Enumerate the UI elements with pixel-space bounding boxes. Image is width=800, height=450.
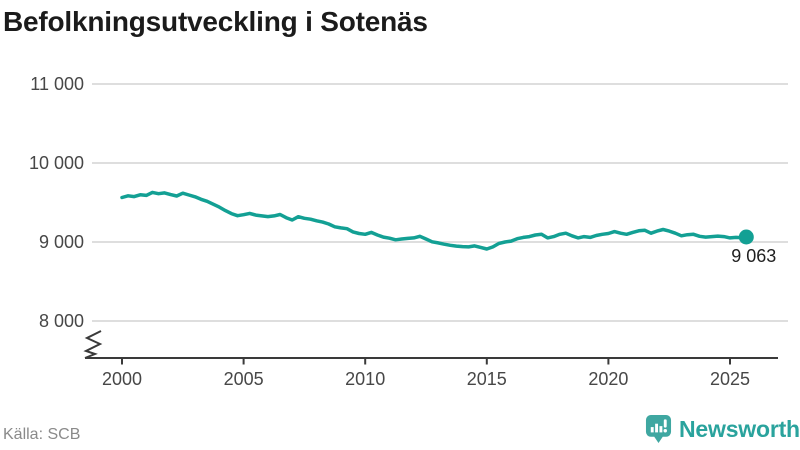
y-axis-label: 8 000: [38, 311, 84, 331]
x-axis-label: 2000: [101, 369, 143, 389]
source-label: Källa: SCB: [3, 426, 81, 443]
x-axis-label: 2010: [345, 369, 386, 389]
x-axis-ticks: [121, 358, 731, 365]
y-axis-break-icon: [83, 330, 103, 359]
page-title: Befolkningsutveckling i Sotenäs: [3, 6, 428, 37]
gridlines: [92, 83, 788, 322]
population-line: [120, 190, 749, 251]
x-axis-label: 2005: [223, 369, 264, 389]
newsworthy-logo-icon: [645, 415, 672, 443]
y-axis-label: 9 000: [38, 232, 84, 252]
newsworthy-logo: Newsworthy: [645, 413, 800, 446]
y-axis-label: 10 000: [28, 153, 84, 173]
last-value-label: 9 063: [731, 246, 777, 267]
x-axis-label: 2025: [709, 369, 751, 389]
x-axis-label: 2020: [588, 369, 629, 389]
newsworthy-logo-text: Newsworthy: [679, 416, 800, 442]
x-axis-label: 2015: [466, 369, 507, 389]
y-axis-label: 11 000: [30, 74, 84, 94]
last-value-dot: [738, 229, 754, 245]
